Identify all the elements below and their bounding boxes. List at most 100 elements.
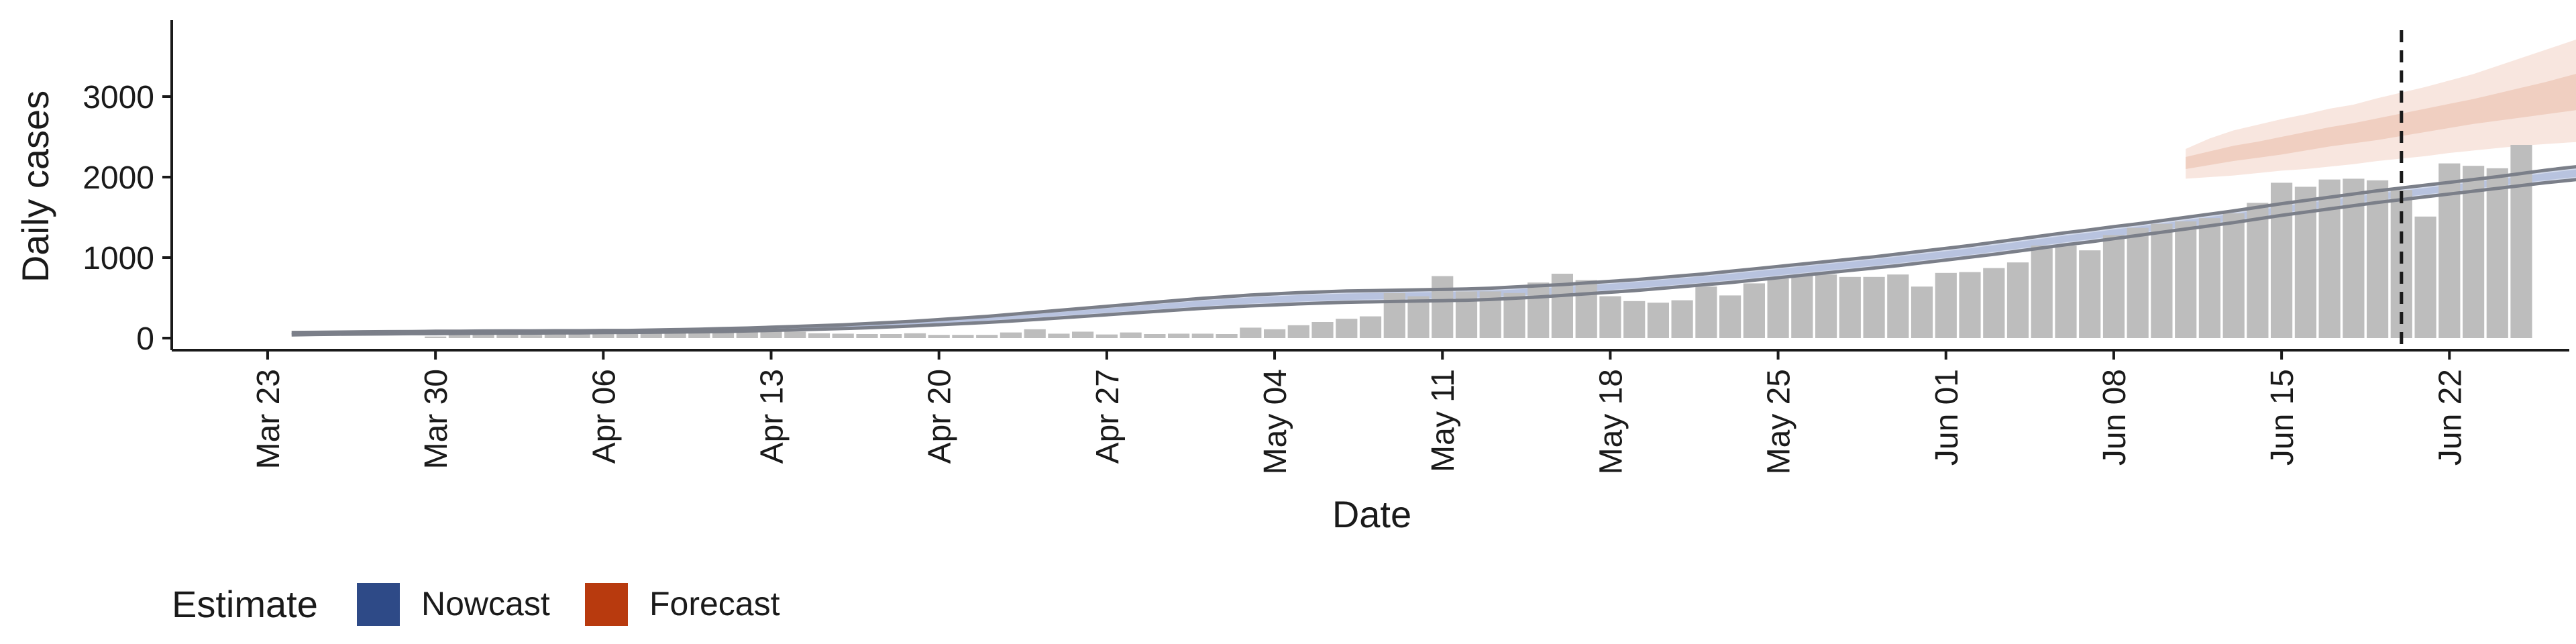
case-bar bbox=[712, 331, 735, 338]
case-bar bbox=[1863, 276, 1885, 338]
x-tick-label: Jun 08 bbox=[2097, 369, 2133, 466]
case-bar bbox=[1287, 325, 1309, 338]
case-bar bbox=[2222, 213, 2245, 338]
case-bar bbox=[1695, 286, 1717, 338]
case-bar bbox=[1144, 334, 1166, 338]
case-bar bbox=[1264, 329, 1286, 338]
axes: 0 1000 2000 3000 Mar 23 Mar 30 Apr 06 Apr 13 Ap… bbox=[83, 20, 2569, 474]
case-bar bbox=[2510, 145, 2532, 338]
case-bar bbox=[2343, 178, 2365, 338]
case-bar bbox=[568, 331, 590, 338]
nowcast-lower-line bbox=[291, 178, 2576, 337]
case-bar bbox=[1887, 274, 1909, 338]
case-bar bbox=[1407, 296, 1430, 338]
case-bar bbox=[521, 335, 543, 338]
legend-swatch-nowcast bbox=[357, 583, 400, 626]
legend-title: Estimate bbox=[172, 583, 318, 625]
case-bar bbox=[2102, 235, 2125, 338]
case-bar bbox=[1575, 280, 1597, 338]
reported-cases-bars bbox=[425, 145, 2532, 338]
case-bar bbox=[1432, 276, 1454, 338]
case-bar bbox=[425, 336, 447, 338]
case-bar bbox=[1120, 332, 1142, 338]
x-tick-label: May 11 bbox=[1426, 369, 1461, 472]
x-tick-label: Jun 01 bbox=[1929, 369, 1965, 466]
case-bar bbox=[2079, 250, 2101, 338]
case-bar bbox=[592, 333, 614, 338]
legend-label-forecast: Forecast bbox=[649, 585, 780, 623]
case-bar bbox=[736, 332, 758, 338]
x-tick-label: Jun 15 bbox=[2265, 369, 2300, 466]
case-bar bbox=[808, 333, 830, 338]
case-bar bbox=[760, 331, 782, 338]
case-bar bbox=[1072, 331, 1094, 338]
case-bar bbox=[640, 332, 662, 338]
case-bar bbox=[544, 331, 566, 338]
case-bar bbox=[1743, 283, 1765, 338]
case-bar bbox=[2247, 203, 2269, 338]
case-bar bbox=[1095, 334, 1118, 338]
case-bar bbox=[1767, 278, 1789, 338]
x-tick-label: Mar 23 bbox=[251, 369, 286, 469]
case-bar bbox=[1983, 268, 2005, 338]
case-bar bbox=[2006, 262, 2029, 338]
case-bar bbox=[1815, 274, 1837, 338]
case-bar bbox=[2198, 218, 2220, 338]
case-bar bbox=[1599, 296, 1621, 338]
case-bar bbox=[2367, 180, 2389, 338]
case-bar bbox=[1935, 272, 1957, 338]
case-bar bbox=[1191, 333, 1214, 338]
case-bar bbox=[616, 331, 639, 338]
forecast-inner-band bbox=[2186, 74, 2576, 169]
case-bar bbox=[2438, 163, 2461, 338]
case-bar bbox=[928, 335, 950, 338]
case-bar bbox=[1527, 282, 1550, 338]
x-tick-label: Apr 13 bbox=[755, 369, 790, 464]
nowcast-outline-lines bbox=[291, 165, 2576, 337]
legend-swatch-forecast bbox=[585, 583, 628, 626]
y-tick-label: 0 bbox=[136, 321, 154, 357]
case-bar bbox=[448, 333, 470, 338]
case-bar bbox=[1503, 292, 1525, 338]
case-bar bbox=[1719, 295, 1741, 338]
case-bar bbox=[1671, 300, 1693, 338]
case-bar bbox=[2271, 182, 2293, 338]
case-bar bbox=[1647, 303, 1669, 338]
case-bar bbox=[2318, 179, 2341, 338]
legend: Estimate Nowcast Forecast bbox=[172, 583, 780, 626]
case-bar bbox=[856, 334, 878, 338]
y-axis-title: Daily cases bbox=[14, 91, 56, 282]
case-bar bbox=[1216, 334, 1238, 338]
case-bar bbox=[2127, 227, 2149, 338]
x-tick-label: May 04 bbox=[1258, 369, 1293, 474]
x-tick-label: Jun 22 bbox=[2432, 369, 2468, 466]
case-bar bbox=[784, 331, 806, 338]
case-bar bbox=[1959, 272, 1981, 338]
y-axis-ticks: 0 1000 2000 3000 bbox=[83, 80, 172, 357]
case-bar bbox=[2463, 166, 2485, 338]
y-tick-label: 1000 bbox=[83, 241, 154, 276]
case-bar bbox=[1000, 332, 1022, 338]
case-bar bbox=[880, 334, 902, 338]
nowcast-upper-line bbox=[291, 165, 2576, 335]
case-bar bbox=[2055, 246, 2077, 338]
case-bar bbox=[1024, 329, 1046, 338]
x-tick-label: Apr 27 bbox=[1090, 369, 1126, 464]
legend-label-nowcast: Nowcast bbox=[421, 585, 550, 623]
case-bar bbox=[2486, 168, 2508, 338]
case-bar bbox=[1791, 275, 1813, 338]
x-tick-label: Apr 20 bbox=[922, 369, 958, 464]
case-bar bbox=[2151, 223, 2173, 338]
case-bar bbox=[1336, 319, 1358, 338]
x-tick-label: Apr 06 bbox=[586, 369, 622, 464]
x-tick-label: May 18 bbox=[1593, 369, 1629, 474]
case-bar bbox=[1048, 333, 1070, 338]
x-axis-title: Date bbox=[1332, 493, 1411, 535]
case-bar bbox=[1623, 301, 1646, 338]
case-bar bbox=[1311, 322, 1334, 338]
case-bar bbox=[1168, 333, 1190, 338]
case-bar bbox=[688, 332, 710, 338]
estimate-bands bbox=[291, 40, 2576, 335]
case-bar bbox=[1359, 316, 1382, 338]
